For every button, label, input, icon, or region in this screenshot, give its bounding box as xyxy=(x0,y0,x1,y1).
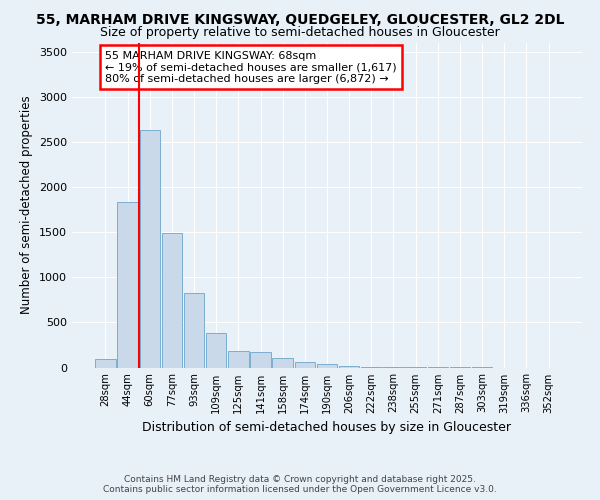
Bar xyxy=(161,233,182,368)
Bar xyxy=(184,292,204,368)
Bar xyxy=(272,358,293,368)
Text: 55 MARHAM DRIVE KINGSWAY: 68sqm
← 19% of semi-detached houses are smaller (1,617: 55 MARHAM DRIVE KINGSWAY: 68sqm ← 19% of… xyxy=(105,50,397,84)
Bar xyxy=(206,333,226,368)
Y-axis label: Number of semi-detached properties: Number of semi-detached properties xyxy=(20,96,34,314)
Bar xyxy=(250,352,271,368)
Text: 55, MARHAM DRIVE KINGSWAY, QUEDGELEY, GLOUCESTER, GL2 2DL: 55, MARHAM DRIVE KINGSWAY, QUEDGELEY, GL… xyxy=(36,12,564,26)
Bar xyxy=(140,130,160,368)
Bar xyxy=(228,351,248,368)
Bar xyxy=(95,359,116,368)
Bar xyxy=(317,364,337,368)
X-axis label: Distribution of semi-detached houses by size in Gloucester: Distribution of semi-detached houses by … xyxy=(143,421,511,434)
Text: Contains HM Land Registry data © Crown copyright and database right 2025.
Contai: Contains HM Land Registry data © Crown c… xyxy=(103,474,497,494)
Bar xyxy=(339,366,359,368)
Bar xyxy=(118,202,138,368)
Bar xyxy=(295,362,315,368)
Bar xyxy=(361,367,382,368)
Text: Size of property relative to semi-detached houses in Gloucester: Size of property relative to semi-detach… xyxy=(100,26,500,39)
